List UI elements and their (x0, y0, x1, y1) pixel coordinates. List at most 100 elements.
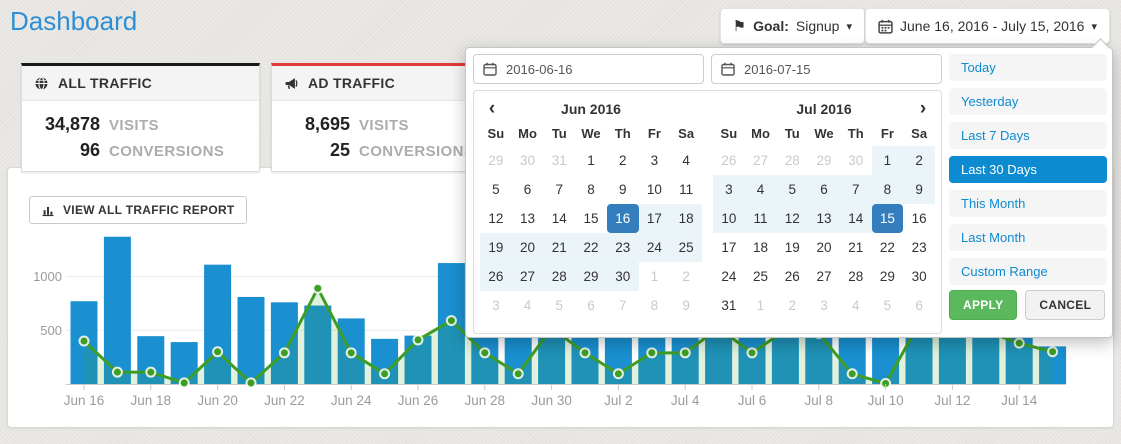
day-cell[interactable]: 1 (587, 153, 595, 168)
day-cell[interactable]: 3 (650, 153, 659, 168)
day-cell[interactable]: 15 (583, 211, 599, 226)
day-cell[interactable]: 3 (492, 298, 500, 313)
day-cell[interactable]: 4 (523, 298, 532, 313)
day-cell[interactable]: 12 (776, 204, 809, 233)
day-cell[interactable]: 18 (753, 240, 769, 255)
day-cell[interactable]: 13 (808, 204, 840, 233)
preset-this-month[interactable]: This Month (949, 190, 1107, 217)
day-cell[interactable]: 10 (713, 204, 745, 233)
day-cell[interactable]: 11 (744, 204, 777, 233)
day-cell[interactable]: 30 (848, 153, 864, 168)
view-all-traffic-report-button[interactable]: VIEW ALL TRAFFIC REPORT (29, 196, 247, 224)
day-cell[interactable]: 19 (784, 240, 800, 255)
day-cell[interactable]: 12 (488, 211, 504, 226)
day-cell[interactable]: 11 (679, 182, 694, 197)
day-cell[interactable]: 27 (511, 262, 544, 291)
day-cell[interactable]: 30 (911, 269, 927, 284)
day-cell[interactable]: 19 (480, 233, 512, 262)
day-cell[interactable]: 16 (911, 211, 927, 226)
date-range-button[interactable]: June 16, 2016 - July 15, 2016 ▾ (865, 8, 1110, 44)
day-cell[interactable]: 17 (638, 204, 671, 233)
day-cell[interactable]: 6 (915, 298, 923, 313)
day-cell[interactable]: 20 (511, 233, 544, 262)
calendar-next-button[interactable]: › (919, 98, 927, 119)
day-cell[interactable]: 4 (744, 175, 777, 204)
day-cell[interactable]: 28 (848, 269, 864, 284)
day-cell[interactable]: 8 (871, 175, 904, 204)
day-cell[interactable]: 25 (670, 233, 702, 262)
day-cell[interactable]: 3 (713, 175, 745, 204)
day-cell[interactable]: 24 (638, 233, 671, 262)
day-cell[interactable]: 14 (551, 211, 567, 226)
day-cell[interactable]: 22 (879, 240, 895, 255)
day-cell[interactable]: 2 (788, 298, 797, 313)
day-cell[interactable]: 7 (839, 175, 872, 204)
day-cell[interactable]: 27 (816, 269, 832, 284)
day-cell[interactable]: 1 (650, 269, 659, 284)
goal-selector-button[interactable]: ⚑ Goal: Signup ▾ (719, 8, 865, 44)
day-cell[interactable]: 31 (551, 153, 567, 168)
day-cell[interactable]: 9 (903, 175, 935, 204)
day-cell[interactable]: 17 (721, 240, 737, 255)
day-cell[interactable]: 29 (575, 262, 607, 291)
day-cell[interactable]: 21 (848, 240, 864, 255)
day-cell[interactable]: 30 (606, 262, 639, 291)
day-cell[interactable]: 26 (480, 262, 512, 291)
end-date-input[interactable] (742, 60, 932, 78)
day-cell[interactable]: 29 (488, 153, 504, 168)
day-cell[interactable]: 6 (808, 175, 840, 204)
day-cell[interactable]: 20 (816, 240, 832, 255)
day-cell[interactable]: 29 (879, 269, 895, 284)
day-cell[interactable]: 24 (721, 269, 737, 284)
preset-last-month[interactable]: Last Month (949, 224, 1107, 251)
day-cell[interactable]: 10 (646, 182, 662, 197)
day-cell-selected[interactable]: 16 (606, 204, 639, 233)
day-cell[interactable]: 25 (753, 269, 769, 284)
day-cell[interactable]: 5 (555, 298, 564, 313)
day-cell[interactable]: 9 (618, 182, 627, 197)
day-cell[interactable]: 6 (523, 182, 532, 197)
day-cell[interactable]: 3 (820, 298, 828, 313)
apply-button[interactable]: APPLY (949, 290, 1018, 320)
day-cell[interactable]: 5 (776, 175, 809, 204)
preset-last-30-days[interactable]: Last 30 Days (949, 156, 1107, 183)
day-cell[interactable]: 5 (492, 182, 500, 197)
day-cell[interactable]: 6 (587, 298, 595, 313)
preset-last-7-days[interactable]: Last 7 Days (949, 122, 1107, 149)
day-cell[interactable]: 28 (784, 153, 800, 168)
day-cell[interactable]: 30 (520, 153, 536, 168)
day-cell[interactable]: 7 (555, 182, 564, 197)
day-cell[interactable]: 21 (543, 233, 576, 262)
preset-custom-range[interactable]: Custom Range (949, 258, 1107, 285)
start-date-input[interactable] (504, 60, 694, 78)
calendar-prev-button[interactable]: ‹ (488, 98, 496, 119)
day-cell[interactable]: 1 (756, 298, 765, 313)
day-cell[interactable]: 2 (682, 269, 690, 284)
preset-today[interactable]: Today (949, 54, 1107, 81)
day-cell[interactable]: 28 (543, 262, 576, 291)
day-cell[interactable]: 26 (721, 153, 737, 168)
preset-yesterday[interactable]: Yesterday (949, 88, 1107, 115)
day-cell[interactable]: 4 (851, 298, 860, 313)
day-cell[interactable]: 7 (618, 298, 627, 313)
day-cell[interactable]: 8 (587, 182, 595, 197)
day-cell[interactable]: 4 (682, 153, 690, 168)
cancel-button[interactable]: CANCEL (1025, 290, 1106, 320)
day-cell[interactable]: 23 (606, 233, 639, 262)
day-cell[interactable]: 2 (618, 153, 627, 168)
day-cell[interactable]: 22 (575, 233, 607, 262)
day-cell[interactable]: 26 (784, 269, 800, 284)
day-cell[interactable]: 18 (670, 204, 702, 233)
day-cell-selected[interactable]: 15 (871, 204, 904, 233)
day-cell[interactable]: 14 (839, 204, 872, 233)
day-cell[interactable]: 31 (721, 298, 737, 313)
day-cell[interactable]: 27 (753, 153, 769, 168)
day-cell[interactable]: 13 (520, 211, 536, 226)
day-cell[interactable]: 8 (650, 298, 659, 313)
day-cell[interactable]: 2 (903, 146, 935, 175)
day-cell[interactable]: 29 (816, 153, 832, 168)
day-cell[interactable]: 9 (682, 298, 690, 313)
day-cell[interactable]: 5 (883, 298, 892, 313)
day-cell[interactable]: 1 (871, 146, 904, 175)
day-cell[interactable]: 23 (911, 240, 927, 255)
